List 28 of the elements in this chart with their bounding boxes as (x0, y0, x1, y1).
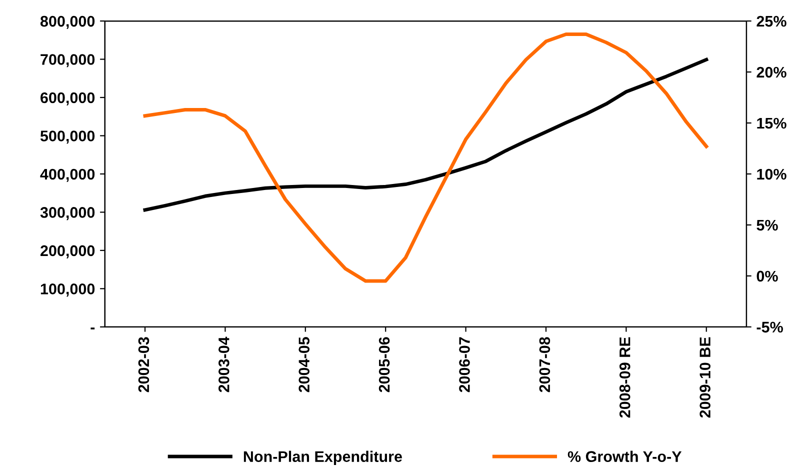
y2-tick-label: 25% (756, 16, 786, 27)
y-tick-label: 600,000 (40, 92, 95, 106)
y2-tick-label: 20% (756, 66, 786, 78)
x-tick-label: 2009-10 BE (700, 337, 710, 418)
line-series (143, 32, 708, 283)
y2-tick-label: 5% (756, 220, 778, 231)
line-series (143, 58, 708, 212)
y2-tick-label: -5% (756, 322, 783, 333)
y-tick-label: 200,000 (40, 245, 95, 258)
y2-tick-label: 10% (757, 168, 786, 180)
x-tick-label: 2003-04 (218, 336, 230, 392)
legend-label: % Growth Y-o-Y (568, 450, 682, 462)
y-tick-label: 800,000 (40, 16, 95, 29)
y-tick-label: 500,000 (40, 130, 95, 144)
y-tick-label: 300,000 (40, 207, 95, 220)
y-tick-label: - (90, 328, 95, 330)
y2-tick-label: 15% (757, 118, 786, 129)
y-tick-label: 700,000 (40, 54, 95, 68)
x-tick-label: 2004-05 (298, 337, 310, 392)
x-tick-label: 2002-03 (138, 337, 150, 392)
y2-tick-label: 0% (756, 270, 778, 282)
x-tick-label: 2005-06 (378, 337, 390, 392)
y-tick-label: 100,000 (40, 284, 95, 297)
x-tick-label: 2008-09 RE (619, 337, 630, 418)
x-tick-label: 2007-08 (539, 337, 550, 392)
x-tick-label: 2006-07 (459, 337, 470, 392)
legend-label: Non-Plan Expenditure (244, 450, 402, 466)
y-tick-label: 400,000 (40, 168, 95, 182)
